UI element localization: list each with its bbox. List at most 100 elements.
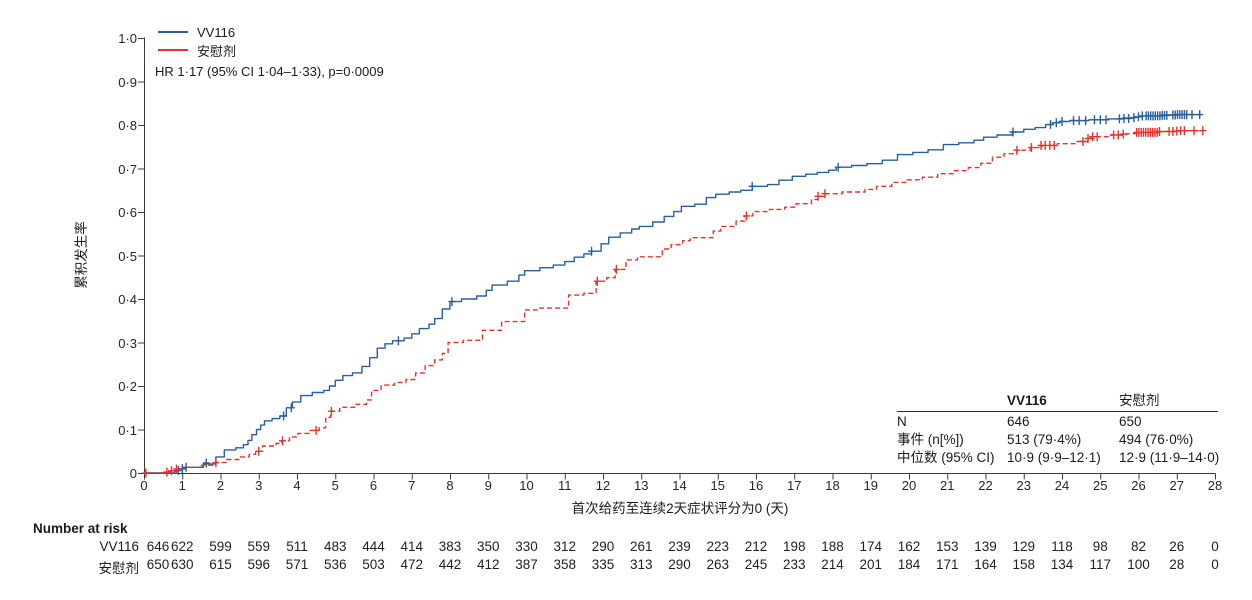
summary-row-n-placebo: 650 [1119, 414, 1142, 429]
risk-count: 599 [209, 539, 232, 554]
risk-count: 134 [1050, 557, 1074, 572]
risk-count: 129 [1012, 539, 1036, 554]
risk-count: 214 [821, 557, 844, 572]
risk-count: 198 [782, 539, 806, 554]
risk-count: 536 [323, 557, 347, 572]
risk-row-label-placebo: 安慰剂 [98, 561, 140, 576]
risk-count: 571 [285, 557, 309, 572]
risk-count: 158 [1012, 557, 1036, 572]
summary-header-vv116: VV116 [1007, 393, 1047, 408]
risk-count: 98 [1092, 539, 1108, 554]
x-tick-label: 1 [178, 478, 186, 493]
risk-count: 171 [935, 557, 959, 572]
risk-count: 28 [1169, 557, 1185, 572]
risk-count: 483 [323, 539, 347, 554]
risk-count: 118 [1051, 539, 1073, 554]
legend-label-vv116: VV116 [197, 24, 236, 40]
risk-count: 312 [553, 539, 577, 554]
x-tick-label: 11 [558, 478, 572, 493]
x-tick-label: 28 [1207, 478, 1223, 493]
legend-item-vv116: VV116 [158, 24, 235, 40]
risk-count: 201 [859, 557, 883, 572]
legend-item-placebo: 安慰剂 [158, 42, 237, 59]
summary-statistics-table: VV116 安慰剂 N 646 650 事件 (n[%]) 513 (79·4%… [897, 393, 1220, 466]
risk-count: 290 [591, 539, 615, 554]
x-tick-label: 13 [634, 478, 649, 493]
y-tick-label: 0·3 [118, 335, 137, 351]
risk-count: 263 [706, 557, 730, 572]
risk-count: 650 [146, 557, 170, 572]
x-tick-label: 9 [484, 478, 492, 493]
x-tick-label: 14 [672, 478, 687, 493]
risk-count: 162 [897, 539, 921, 554]
summary-row-n-vv116: 646 [1007, 414, 1030, 429]
summary-row-median-label: 中位数 (95% CI) [897, 450, 995, 465]
x-tick-label: 3 [255, 478, 263, 493]
risk-count: 358 [553, 557, 577, 572]
risk-count: 559 [247, 539, 271, 554]
y-tick-label: 0 [129, 466, 137, 481]
summary-row-events: 事件 (n[%]) 513 (79·4%) 494 (76·0%) [897, 432, 1218, 448]
risk-count: 330 [515, 539, 538, 554]
x-tick-label: 15 [710, 478, 725, 493]
x-tick-label: 27 [1169, 478, 1184, 493]
risk-count: 383 [438, 539, 462, 554]
summary-row-events-vv116: 513 (79·4%) [1007, 432, 1082, 447]
risk-count: 174 [859, 539, 883, 554]
risk-count: 188 [821, 539, 844, 554]
summary-row-median-placebo: 12·9 (11·9–14·0) [1119, 450, 1220, 465]
risk-count: 414 [400, 539, 424, 554]
x-tick-label: 24 [1054, 478, 1070, 493]
summary-row-median-vv116: 10·9 (9·9–12·1) [1007, 450, 1101, 465]
risk-row-label-vv116: VV116 [99, 539, 139, 554]
risk-count: 313 [629, 557, 653, 572]
y-tick-label: 0·2 [118, 379, 137, 394]
risk-count: 615 [209, 557, 232, 572]
x-tick-label: 16 [748, 478, 764, 493]
risk-count: 26 [1169, 539, 1185, 554]
risk-count: 350 [476, 539, 500, 554]
risk-count: 239 [668, 539, 691, 554]
risk-count: 442 [438, 557, 462, 572]
y-tick-label: 0·8 [118, 118, 137, 133]
x-tick-label: 26 [1131, 478, 1146, 493]
summary-row-events-label: 事件 (n[%]) [897, 432, 964, 447]
legend-label-placebo: 安慰剂 [197, 43, 237, 59]
risk-count: 117 [1089, 557, 1112, 572]
summary-row-median: 中位数 (95% CI) 10·9 (9·9–12·1) 12·9 (11·9–… [897, 450, 1220, 466]
y-tick-label: 0·7 [118, 161, 137, 177]
x-tick-label: 6 [369, 478, 378, 493]
number-at-risk-title: Number at risk [33, 521, 128, 536]
risk-count: 511 [286, 539, 308, 554]
risk-count: 387 [515, 557, 538, 572]
risk-count: 646 [146, 539, 170, 554]
risk-count: 82 [1130, 539, 1147, 554]
x-tick-label: 17 [787, 478, 802, 493]
y-tick-label: 0·6 [118, 205, 137, 220]
x-tick-label: 4 [293, 478, 301, 493]
x-tick-label: 10 [519, 478, 534, 493]
y-tick-label: 0·4 [118, 292, 137, 307]
placebo-line-swatch [158, 49, 188, 51]
summary-table-header: VV116 安慰剂 [897, 393, 1218, 412]
x-tick-label: 19 [863, 478, 878, 493]
risk-count: 335 [591, 557, 615, 572]
risk-count: 184 [897, 557, 921, 572]
risk-count: 100 [1127, 557, 1150, 572]
risk-count: 233 [782, 557, 806, 572]
placebo-survival-curve [144, 130, 1204, 474]
risk-count: 0 [1211, 539, 1219, 554]
y-tick-label: 0·5 [118, 248, 137, 264]
summary-header-blank [897, 393, 1007, 409]
summary-row-n: N 646 650 [897, 414, 1218, 430]
summary-header-placebo: 安慰剂 [1119, 393, 1160, 408]
y-tick-label: 0·9 [118, 74, 137, 90]
y-tick-label: 0·1 [118, 422, 137, 438]
summary-row-n-label: N [897, 414, 907, 429]
risk-count: 630 [170, 557, 194, 572]
risk-count: 472 [400, 557, 424, 572]
x-tick-label: 7 [408, 478, 416, 493]
risk-count: 0 [1211, 557, 1219, 572]
